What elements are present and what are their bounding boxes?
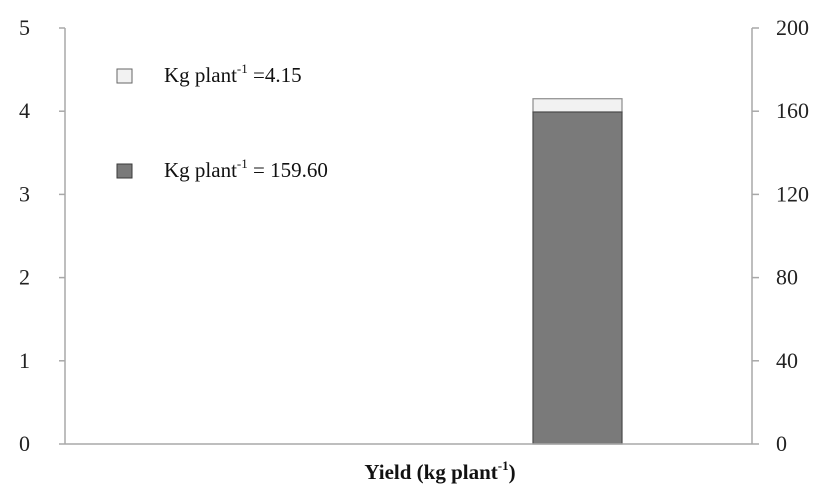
- legend-swatch: [116, 163, 133, 179]
- left-tick-label: 3: [19, 181, 30, 206]
- legend: Kg plant-1 =4.15 Kg plant-1 = 159.60: [116, 61, 328, 182]
- left-tick-label: 2: [19, 265, 30, 290]
- left-tick-label: 1: [19, 348, 30, 373]
- left-tick-label: 5: [19, 15, 30, 40]
- legend-label: Kg plant-1 = 159.60: [164, 156, 328, 182]
- x-axis-label: Yield (kg plant-1): [364, 458, 515, 484]
- legend-swatch: [116, 68, 133, 84]
- left-tick-label: 0: [19, 431, 30, 456]
- right-axis-ticks: 0 40 80 120 160 200: [752, 15, 809, 456]
- legend-label: Kg plant-1 =4.15: [164, 61, 302, 87]
- left-axis-ticks: 0 1 2 3 4 5: [19, 15, 65, 456]
- legend-item: Kg plant-1 = 159.60: [116, 156, 328, 182]
- bars: [532, 98, 623, 445]
- bar-segment-dark: [532, 111, 623, 445]
- right-tick-label: 120: [776, 181, 809, 206]
- left-tick-label: 4: [19, 98, 30, 123]
- right-tick-label: 160: [776, 98, 809, 123]
- right-tick-label: 80: [776, 265, 798, 290]
- right-tick-label: 40: [776, 348, 798, 373]
- right-tick-label: 0: [776, 431, 787, 456]
- legend-item: Kg plant-1 =4.15: [116, 61, 302, 87]
- right-tick-label: 200: [776, 15, 809, 40]
- bar-segment-light: [532, 98, 623, 113]
